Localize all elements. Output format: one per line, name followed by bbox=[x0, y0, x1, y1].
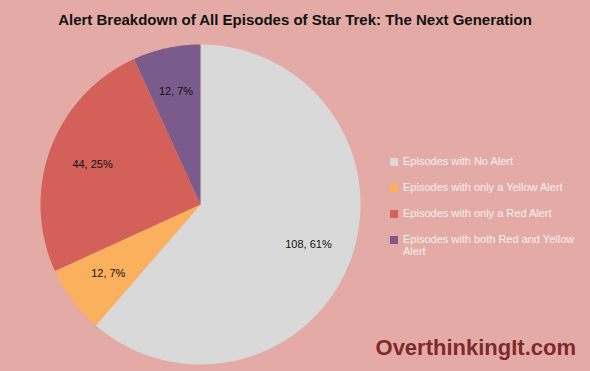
svg-text:44, 25%: 44, 25% bbox=[72, 158, 113, 170]
html-text:Episodes with only a Red Alert: Episodes with only a Red Alert bbox=[403, 206, 552, 219]
html-text:Episodes with No Alert: Episodes with No Alert bbox=[403, 154, 514, 167]
svg-text:12, 7%: 12, 7% bbox=[159, 85, 193, 97]
html-text:Episodes with only a Yellow Al: Episodes with only a Yellow Alert bbox=[403, 180, 563, 193]
svg-text:108, 61%: 108, 61% bbox=[285, 238, 332, 250]
html-text:Episodes with both Red and Yel: Episodes with both Red and Yellow Alert bbox=[403, 232, 575, 257]
svg-text:12, 7%: 12, 7% bbox=[91, 267, 125, 279]
html-text:Alert Breakdown of All Episode: Alert Breakdown of All Episodes of Star … bbox=[58, 11, 532, 28]
html-text:OverthinkingIt.com: OverthinkingIt.com bbox=[375, 335, 576, 360]
